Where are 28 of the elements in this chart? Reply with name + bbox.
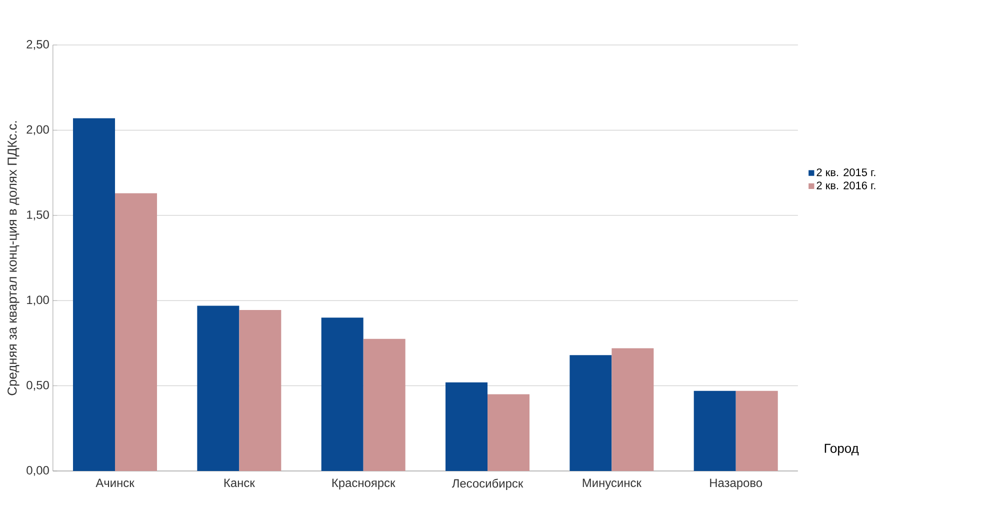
- y-axis-title: Средняя за квартал конц-ция в долях ПДКс.с.: [8, 121, 20, 396]
- x-tick-label: Канск: [224, 478, 255, 488]
- y-tick-label: 1,50: [27, 210, 49, 220]
- y-tick-label: 1,00: [27, 296, 49, 306]
- bar: [321, 318, 364, 471]
- x-tick-label: Лесосибирск: [452, 478, 524, 490]
- x-axis-title: Город: [824, 444, 859, 456]
- y-tick-label: 0,50: [26, 380, 49, 391]
- bar: [446, 382, 488, 471]
- x-tick-label: Минусинск: [582, 478, 642, 490]
- bar: [612, 348, 654, 471]
- bar: [694, 390, 736, 471]
- x-tick-label: Красноярск: [332, 478, 396, 490]
- y-tick-label: 0,00: [26, 466, 49, 476]
- y-tick-label: 2,50: [26, 40, 49, 50]
- x-tick-label: Назарово: [710, 478, 762, 490]
- y-tick-label: 2,00: [26, 125, 49, 136]
- x-tick-label: Ачинск: [96, 478, 134, 488]
- bar: [239, 310, 282, 471]
- bar: [197, 306, 240, 471]
- bar: [570, 355, 612, 471]
- bar: [736, 390, 778, 471]
- bar: [115, 193, 158, 471]
- bar: [363, 338, 406, 471]
- legend-label: 2 кв. 2016 г.: [816, 182, 876, 190]
- legend-label: 2 кв. 2015 г.: [816, 168, 876, 176]
- bar: [73, 118, 116, 471]
- bar: [488, 394, 530, 471]
